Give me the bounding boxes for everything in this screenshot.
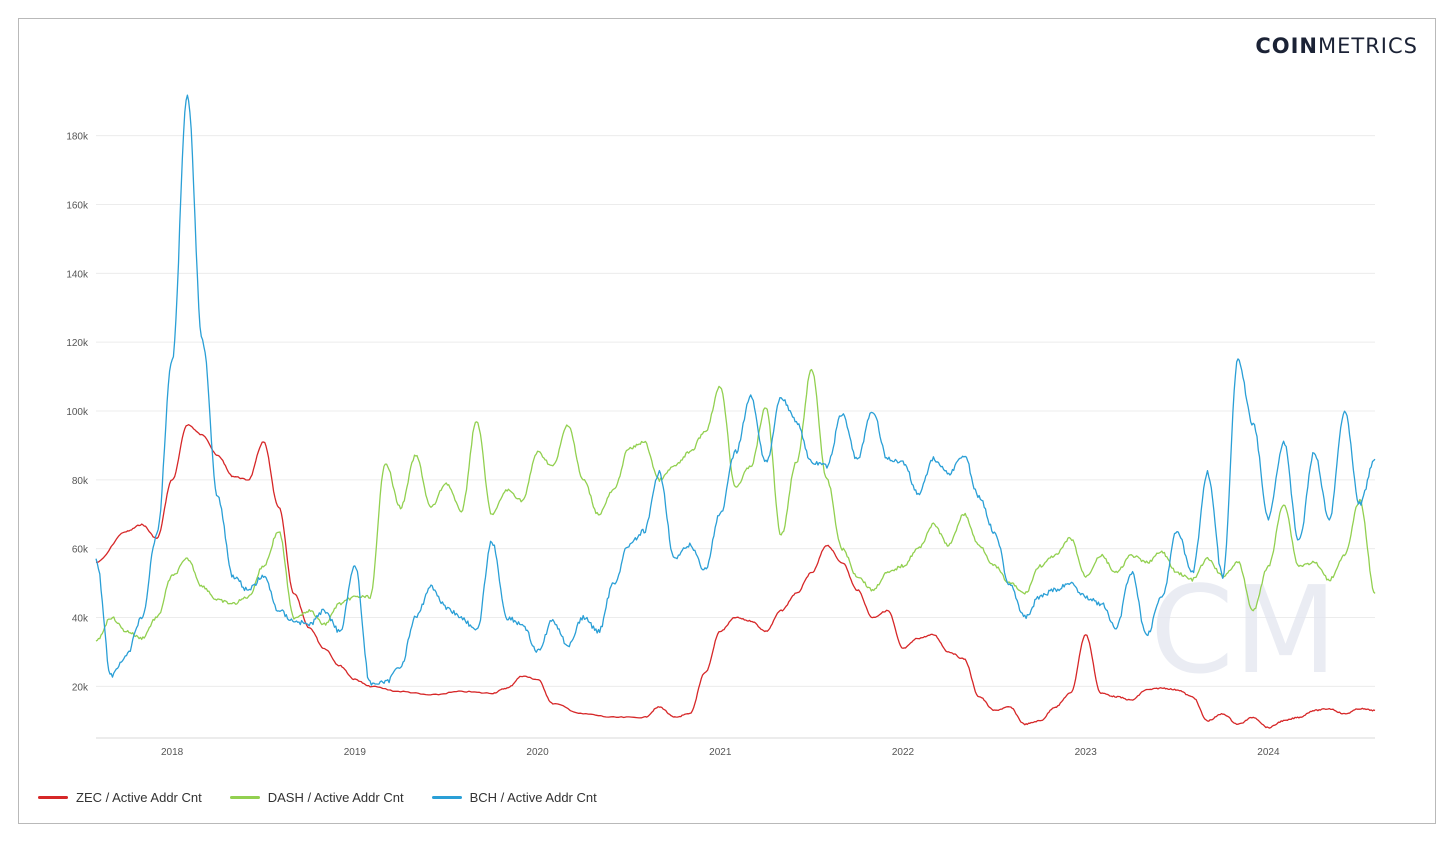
chart-frame <box>18 18 1436 824</box>
logo-bold-text: COIN <box>1255 34 1318 58</box>
x-tick-label: 2024 <box>1257 747 1280 758</box>
legend-label: DASH / Active Addr Cnt <box>267 790 404 805</box>
series-line-bch[interactable] <box>95 94 1376 686</box>
y-tick-label: 120k <box>66 338 89 349</box>
x-tick-label: 2020 <box>526 747 549 758</box>
legend-item-zec[interactable]: ZEC / Active Addr Cnt <box>38 790 202 805</box>
grid-lines <box>96 135 1375 739</box>
watermark-logo: CM <box>1150 562 1337 701</box>
series-lines <box>95 94 1376 729</box>
legend-swatch <box>38 796 68 799</box>
y-tick-label: 80k <box>72 476 89 487</box>
legend-swatch <box>431 796 462 799</box>
series-line-dash[interactable] <box>95 368 1376 642</box>
y-tick-label: 100k <box>66 407 89 418</box>
x-tick-label: 2018 <box>161 747 184 758</box>
x-tick-label: 2021 <box>709 747 732 758</box>
legend-label: BCH / Active Addr Cnt <box>469 790 597 805</box>
y-tick-label: 140k <box>66 269 89 280</box>
y-tick-label: 160k <box>66 200 89 211</box>
series-line-zec[interactable] <box>95 424 1376 729</box>
y-tick-label: 20k <box>72 682 89 693</box>
y-tick-label: 60k <box>72 545 89 556</box>
legend-item-bch[interactable]: BCH / Active Addr Cnt <box>431 790 597 805</box>
x-axis-ticks: 2018 2019 2020 2021 2022 2023 2024 <box>161 747 1280 758</box>
coinmetrics-logo: COINMETRICS <box>1255 34 1418 58</box>
legend-label: ZEC / Active Addr Cnt <box>76 790 202 805</box>
watermark-cm: CM <box>1150 562 1337 701</box>
x-tick-label: 2023 <box>1075 747 1098 758</box>
logo-light-text: METRICS <box>1318 34 1418 58</box>
y-tick-label: 180k <box>66 132 89 143</box>
chart-legend: ZEC / Active Addr Cnt DASH / Active Addr … <box>38 790 597 805</box>
legend-swatch <box>229 796 260 799</box>
y-tick-label: 40k <box>72 614 89 625</box>
y-axis-ticks: 20k 40k 60k 80k 100k 120k 140k 160k 180k <box>66 132 89 694</box>
x-tick-label: 2022 <box>892 747 915 758</box>
legend-item-dash[interactable]: DASH / Active Addr Cnt <box>229 790 404 805</box>
x-tick-label: 2019 <box>344 747 367 758</box>
